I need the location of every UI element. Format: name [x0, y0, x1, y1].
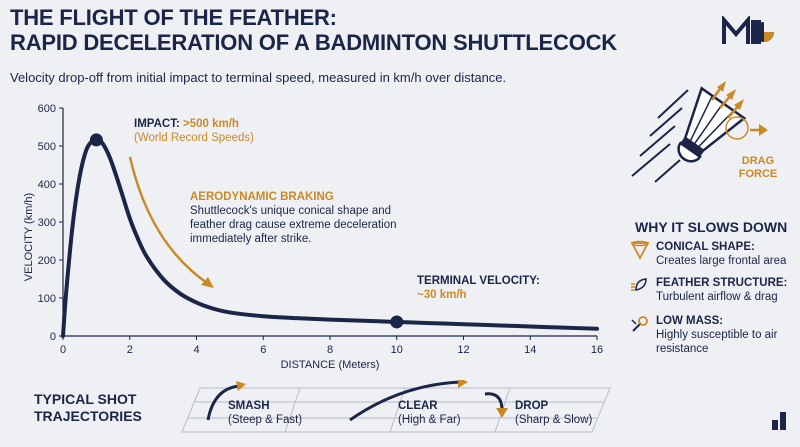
impact-title: IMPACT:	[134, 118, 180, 130]
why-item-mass-text: Highly susceptible to air resistance	[656, 329, 778, 355]
why-item-conical-title: CONICAL SHAPE:	[656, 241, 755, 253]
chart-ticks: 0 2 4 6 8 10 12 14 16 0 100 200 300 400 500 600	[38, 103, 603, 356]
braking-annotation: AERODYNAMIC BRAKING Shuttlecock's unique…	[190, 190, 405, 246]
shuttlecock-icon	[677, 86, 747, 163]
braking-arrow	[128, 156, 211, 287]
x-tick-label: 12	[457, 344, 469, 356]
smash-trajectory	[206, 381, 246, 421]
x-tick-label: 6	[260, 344, 266, 356]
why-title: WHY IT SLOWS DOWN	[635, 219, 788, 235]
braking-text: Shuttlecock's unique conical shape and f…	[190, 205, 397, 245]
x-tick-label: 16	[591, 344, 603, 356]
braking-title: AERODYNAMIC BRAKING	[190, 191, 334, 203]
x-tick-label: 0	[60, 344, 66, 356]
drop-title: DROP	[515, 400, 549, 412]
why-item-conical-text: Creates large frontal area	[656, 255, 787, 267]
court-lines	[181, 387, 611, 433]
braking-arrowhead	[201, 277, 214, 288]
impact-point	[89, 133, 103, 147]
shuttlecock-illustration	[631, 81, 768, 183]
velocity-chart: 0 2 4 6 8 10 12 14 16 0 100 200 300 400 500 600 DISTANC…	[23, 103, 603, 371]
smash-label: SMASH (Steep & Fast)	[228, 399, 302, 427]
clear-trajectory	[349, 380, 468, 422]
corner-logo-icon	[772, 412, 786, 430]
subtitle: Velocity drop-off from initial impact to…	[10, 70, 507, 85]
title-line-2: RAPID DECELERATION OF A BADMINTON SHUTTL…	[10, 30, 617, 55]
clear-label: CLEAR (High & Far)	[398, 399, 461, 427]
y-axis-title: VELOCITY (km/h)	[23, 193, 35, 281]
cone-icon	[630, 240, 650, 260]
drag-arrows	[710, 81, 768, 136]
y-tick-label: 300	[38, 217, 56, 229]
impact-highlight: >500 km/h	[182, 118, 239, 130]
why-item-feather-text: Turbulent airflow & drag	[656, 291, 778, 303]
terminal-highlight: ~30 km/h	[417, 289, 467, 301]
page-title: THE FLIGHT OF THE FEATHER: RAPID DECELER…	[10, 5, 617, 55]
drag-force-label: DRAG FORCE	[738, 155, 778, 180]
chart-arrows	[128, 156, 214, 288]
impact-annotation: IMPACT: >500 km/h (World Record Speeds)	[134, 117, 254, 145]
why-item-feather-title: FEATHER STRUCTURE:	[656, 277, 788, 289]
drop-text: (Sharp & Slow)	[515, 414, 593, 426]
trajectories-title: TYPICAL SHOT TRAJECTORIES	[34, 391, 142, 424]
feather-airflow-icon	[631, 278, 647, 291]
x-tick-label: 8	[327, 344, 333, 356]
brand-logo	[722, 16, 774, 44]
impact-note: (World Record Speeds)	[134, 132, 254, 144]
smash-text: (Steep & Fast)	[228, 414, 303, 426]
terminal-title: TERMINAL VELOCITY:	[417, 275, 540, 287]
y-tick-label: 600	[38, 103, 56, 115]
clear-title: CLEAR	[398, 400, 438, 412]
y-tick-label: 200	[38, 255, 56, 267]
speed-lines	[631, 89, 689, 183]
low-mass-icon	[631, 316, 648, 332]
x-tick-label: 4	[193, 344, 199, 356]
clear-text: (High & Far)	[398, 414, 461, 426]
chart-series	[61, 133, 599, 338]
terminal-annotation: TERMINAL VELOCITY: ~30 km/h	[417, 274, 540, 302]
y-tick-label: 0	[50, 331, 56, 343]
x-tick-label: 14	[524, 344, 536, 356]
y-tick-label: 500	[38, 141, 56, 153]
x-tick-label: 2	[127, 344, 133, 356]
title-line-1: THE FLIGHT OF THE FEATHER:	[10, 5, 337, 30]
x-tick-label: 10	[391, 344, 403, 356]
drop-label: DROP (Sharp & Slow)	[515, 399, 592, 427]
drop-trajectory	[484, 392, 508, 418]
why-item-mass-title: LOW MASS:	[656, 315, 724, 327]
y-tick-label: 400	[38, 179, 56, 191]
y-tick-label: 100	[38, 293, 56, 305]
drag-force-circle	[725, 116, 749, 140]
x-axis-title: DISTANCE (Meters)	[281, 359, 380, 371]
terminal-point	[390, 315, 404, 329]
court-diagram	[181, 380, 611, 433]
smash-title: SMASH	[228, 400, 270, 412]
